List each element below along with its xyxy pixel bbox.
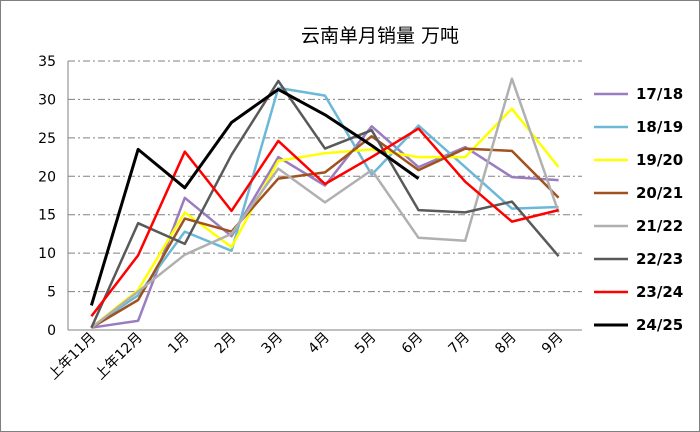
series-line-23-24 [90,127,559,317]
legend-label: 21/22 [636,217,683,235]
series-line-20-21 [90,135,560,329]
series-lines [89,77,560,329]
legend: 17/18 18/19 19/20 20/21 21/22 22/23 23/24 24/25 [594,85,683,334]
series-line-18-19 [90,86,559,328]
axes [67,61,582,331]
y-tick-label: 0 [47,323,56,339]
x-tick-label: 6月 [399,330,427,358]
legend-label: 18/19 [636,118,683,136]
y-tick-label: 25 [38,131,56,147]
x-tick-label: 5月 [352,330,380,358]
y-tick-label: 35 [38,54,56,70]
x-tick-label: 4月 [305,330,333,358]
legend-label: 22/23 [636,250,683,268]
legend-label: 23/24 [636,283,683,301]
legend-label: 19/20 [636,151,683,169]
x-tick-label: 1月 [165,330,193,358]
x-tick-label: 上年12月 [92,330,146,384]
y-tick-label: 10 [38,246,56,262]
series-line-22-23 [90,79,560,329]
chart-title: 云南单月销量 万吨 [301,25,459,47]
x-tick-label: 2月 [212,330,240,358]
series-line-24-25 [89,87,420,306]
grid-lines [68,60,582,293]
x-tick-label: 8月 [492,330,520,358]
x-tick-label: 7月 [445,330,473,358]
y-tick-label: 5 [47,285,56,301]
legend-label: 24/25 [636,316,683,334]
legend-label: 17/18 [636,85,683,103]
series-line-21-22 [90,77,560,329]
x-tick-label: 9月 [539,330,567,358]
legend-label: 20/21 [636,184,683,202]
y-tick-label: 15 [38,208,56,224]
y-tick-label: 30 [38,92,56,108]
y-tick-labels: 0 5 10 15 20 25 30 35 [38,54,56,339]
series-line-19-20 [90,107,560,329]
y-tick-label: 20 [38,169,56,185]
x-tick-label: 3月 [259,330,287,358]
